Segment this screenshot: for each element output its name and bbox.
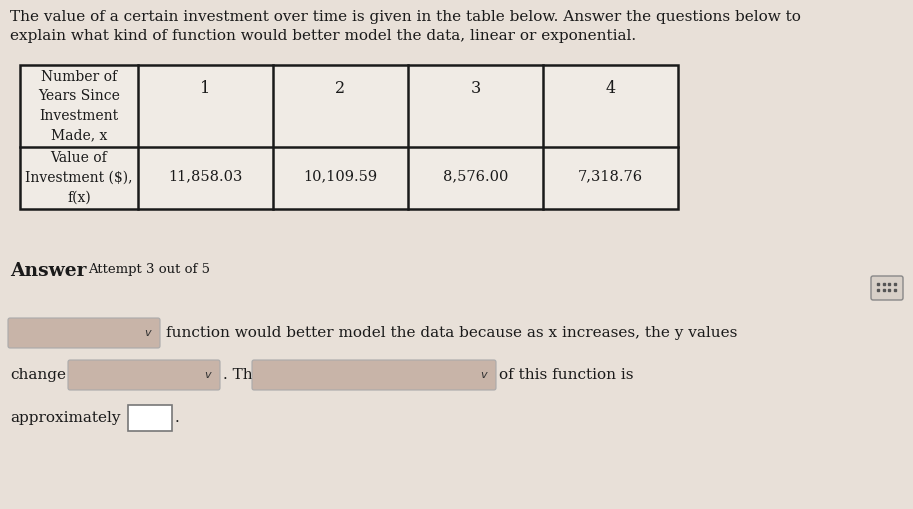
FancyBboxPatch shape xyxy=(68,360,220,390)
Bar xyxy=(20,65,678,209)
Text: change: change xyxy=(10,368,66,382)
Text: v: v xyxy=(480,370,488,380)
Text: approximately: approximately xyxy=(10,411,121,425)
Text: Number of
Years Since
Investment
Made, x: Number of Years Since Investment Made, x xyxy=(38,70,120,142)
Text: Answer: Answer xyxy=(10,262,87,280)
FancyBboxPatch shape xyxy=(871,276,903,300)
FancyBboxPatch shape xyxy=(8,318,160,348)
Text: Attempt 3 out of 5: Attempt 3 out of 5 xyxy=(88,263,210,276)
Text: 4: 4 xyxy=(605,79,615,97)
Text: 10,109.59: 10,109.59 xyxy=(303,169,378,183)
Text: Value of
Investment ($),
f(x): Value of Investment ($), f(x) xyxy=(26,152,132,205)
Text: .: . xyxy=(175,411,180,425)
Text: explain what kind of function would better model the data, linear or exponential: explain what kind of function would bett… xyxy=(10,29,636,43)
Text: 2: 2 xyxy=(335,79,345,97)
Text: . The: . The xyxy=(223,368,262,382)
Text: of this function is: of this function is xyxy=(499,368,634,382)
Text: v: v xyxy=(205,370,211,380)
Text: 1: 1 xyxy=(200,79,211,97)
Text: 8,576.00: 8,576.00 xyxy=(443,169,509,183)
Text: v: v xyxy=(144,328,152,338)
FancyBboxPatch shape xyxy=(252,360,496,390)
Text: function would better model the data because as x increases, the y values: function would better model the data bec… xyxy=(166,326,738,340)
Text: 7,318.76: 7,318.76 xyxy=(578,169,643,183)
Text: 11,858.03: 11,858.03 xyxy=(168,169,243,183)
Text: The value of a certain investment over time is given in the table below. Answer : The value of a certain investment over t… xyxy=(10,10,801,24)
Bar xyxy=(128,405,172,431)
Text: 3: 3 xyxy=(470,79,480,97)
